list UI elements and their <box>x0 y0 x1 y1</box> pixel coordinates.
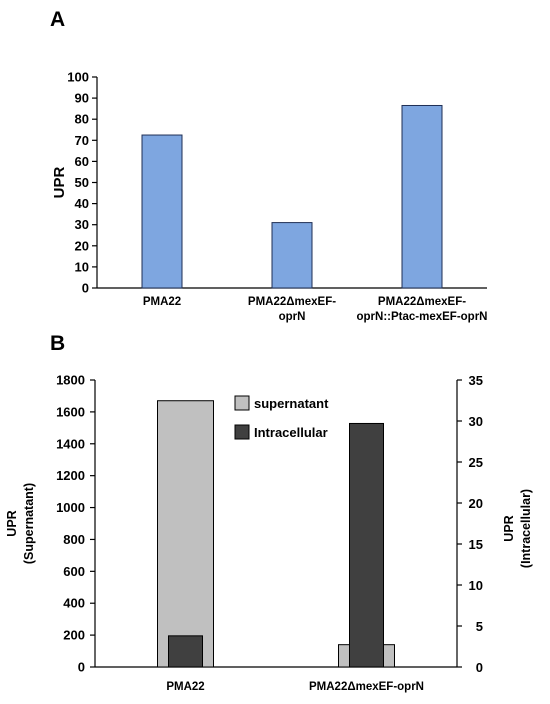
x-tick-label: PMA22ΔmexEF- <box>248 296 336 308</box>
y-left-axis-label: UPR <box>5 510 19 536</box>
y-left-axis-label: (Supernatant) <box>22 483 36 564</box>
y-left-tick-label: 1600 <box>56 404 85 419</box>
x-tick-label: oprN <box>279 311 306 323</box>
y-right-tick-label: 10 <box>469 578 483 593</box>
y-right-tick-label: 35 <box>469 373 483 388</box>
y-tick-label: 90 <box>75 91 89 106</box>
y-left-tick-label: 800 <box>63 532 85 547</box>
y-right-tick-label: 15 <box>469 537 483 552</box>
bar-intracellular <box>168 635 203 668</box>
y-right-tick-label: 25 <box>469 455 483 470</box>
y-tick-label: 60 <box>75 154 89 169</box>
bar-intracellular <box>349 422 384 668</box>
y-left-tick-label: 1000 <box>56 500 85 515</box>
y-right-axis-label: (Intracellular) <box>519 489 533 568</box>
legend-swatch <box>234 395 250 411</box>
y-left-tick-label: 1400 <box>56 436 85 451</box>
y-tick-label: 30 <box>75 217 89 232</box>
y-right-tick-label: 30 <box>469 414 483 429</box>
panel-letter: A <box>50 8 65 31</box>
bar-supernatant <box>157 400 214 668</box>
y-left-tick-label: 1200 <box>56 468 85 483</box>
bar <box>271 222 313 289</box>
y-tick-label: 80 <box>75 112 89 127</box>
y-tick-label: 0 <box>82 281 89 296</box>
y-left-tick-label: 0 <box>78 660 85 675</box>
y-tick-label: 70 <box>75 133 89 148</box>
y-right-tick-label: 5 <box>476 619 483 634</box>
y-left-tick-label: 200 <box>63 628 85 643</box>
legend-label: Intracellular <box>254 425 328 440</box>
x-tick-label: PMA22ΔmexEF-oprN <box>309 681 424 693</box>
y-left-tick-label: 600 <box>63 564 85 579</box>
legend-swatch <box>234 424 250 440</box>
y-axis-label: UPR <box>51 166 68 198</box>
x-tick-label: PMA22 <box>166 681 204 693</box>
y-left-tick-label: 400 <box>63 596 85 611</box>
bar <box>401 104 443 289</box>
x-tick-label: oprN::Ptac-mexEF-oprN <box>357 311 488 323</box>
y-right-tick-label: 20 <box>469 496 483 511</box>
y-tick-label: 10 <box>75 259 89 274</box>
y-tick-label: 50 <box>75 175 89 190</box>
y-right-axis-label: UPR <box>502 515 516 541</box>
y-tick-label: 20 <box>75 238 89 253</box>
x-tick-label: PMA22 <box>143 296 181 308</box>
panel-letter: B <box>50 332 65 355</box>
panel-b-chart: B 0 200 400 600 800 1000 1200 1400 1600 1800 0 5 10 15… <box>5 332 533 693</box>
x-tick-label: PMA22ΔmexEF- <box>378 296 466 308</box>
legend-label: supernatant <box>254 396 329 411</box>
y-tick-label: 100 <box>67 70 89 85</box>
y-left-tick-label: 1800 <box>56 373 85 388</box>
y-tick-label: 40 <box>75 196 89 211</box>
bar <box>141 134 183 289</box>
y-right-tick-label: 0 <box>476 660 483 675</box>
panel-a-chart: A 0 10 20 30 40 50 60 70 80 90 100 UPR PMA22 PMA22Δmex… <box>50 8 487 323</box>
